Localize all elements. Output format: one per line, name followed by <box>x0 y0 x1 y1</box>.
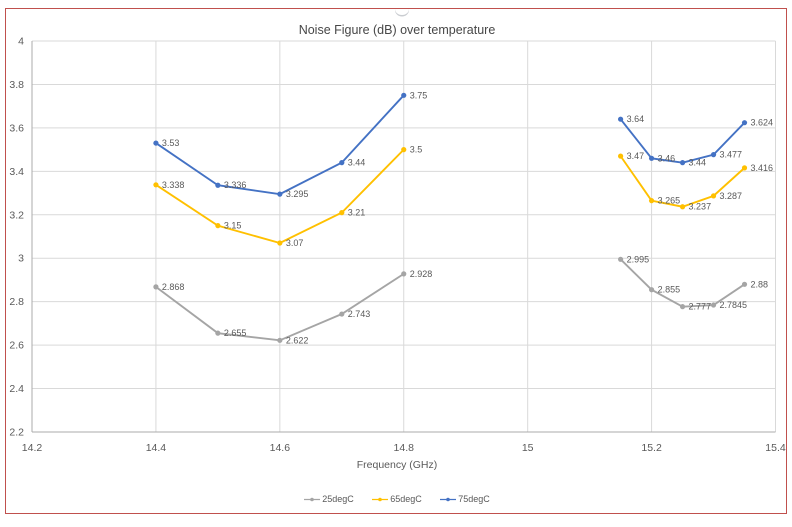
svg-text:3.4: 3.4 <box>9 166 24 178</box>
svg-text:2.8: 2.8 <box>9 296 24 308</box>
svg-text:3.624: 3.624 <box>751 118 774 128</box>
svg-text:3.338: 3.338 <box>162 180 185 190</box>
svg-text:3.53: 3.53 <box>162 138 180 148</box>
svg-text:3.46: 3.46 <box>658 153 676 163</box>
svg-text:3.295: 3.295 <box>286 189 309 199</box>
svg-text:3.287: 3.287 <box>720 191 743 201</box>
svg-text:3.237: 3.237 <box>689 202 712 212</box>
svg-text:14.8: 14.8 <box>394 442 415 454</box>
svg-text:15: 15 <box>522 442 534 454</box>
svg-text:3.75: 3.75 <box>410 90 428 100</box>
svg-text:2.995: 2.995 <box>627 254 650 264</box>
svg-text:2.743: 2.743 <box>348 309 371 319</box>
svg-text:3.336: 3.336 <box>224 180 247 190</box>
svg-text:3: 3 <box>18 253 24 265</box>
svg-text:3.44: 3.44 <box>348 158 366 168</box>
svg-text:2.622: 2.622 <box>286 335 309 345</box>
svg-text:3.416: 3.416 <box>751 163 774 173</box>
svg-text:15.2: 15.2 <box>641 442 662 454</box>
svg-text:2.6: 2.6 <box>9 340 24 352</box>
svg-text:2.655: 2.655 <box>224 328 247 338</box>
svg-text:3.64: 3.64 <box>627 114 645 124</box>
svg-text:2.777: 2.777 <box>689 302 712 312</box>
svg-text:3.15: 3.15 <box>224 221 242 231</box>
svg-text:15.4: 15.4 <box>765 442 786 454</box>
svg-text:2.928: 2.928 <box>410 269 433 279</box>
svg-text:3.47: 3.47 <box>627 151 645 161</box>
svg-text:3.8: 3.8 <box>9 79 24 91</box>
svg-text:14.6: 14.6 <box>270 442 291 454</box>
svg-text:2.88: 2.88 <box>751 279 769 289</box>
svg-text:3.2: 3.2 <box>9 209 24 221</box>
svg-text:2.868: 2.868 <box>162 282 185 292</box>
svg-text:2.855: 2.855 <box>658 285 681 295</box>
svg-text:4: 4 <box>18 36 24 48</box>
svg-text:2.7845: 2.7845 <box>720 300 748 310</box>
svg-text:2.2: 2.2 <box>9 427 24 439</box>
svg-text:3.477: 3.477 <box>720 150 743 160</box>
svg-text:14.4: 14.4 <box>146 442 167 454</box>
svg-text:3.21: 3.21 <box>348 208 366 218</box>
svg-text:14.2: 14.2 <box>22 442 43 454</box>
svg-text:3.265: 3.265 <box>658 196 681 206</box>
svg-text:3.6: 3.6 <box>9 122 24 134</box>
svg-text:3.5: 3.5 <box>410 145 423 155</box>
svg-text:2.4: 2.4 <box>9 383 24 395</box>
svg-text:3.44: 3.44 <box>689 158 707 168</box>
svg-text:3.07: 3.07 <box>286 238 304 248</box>
